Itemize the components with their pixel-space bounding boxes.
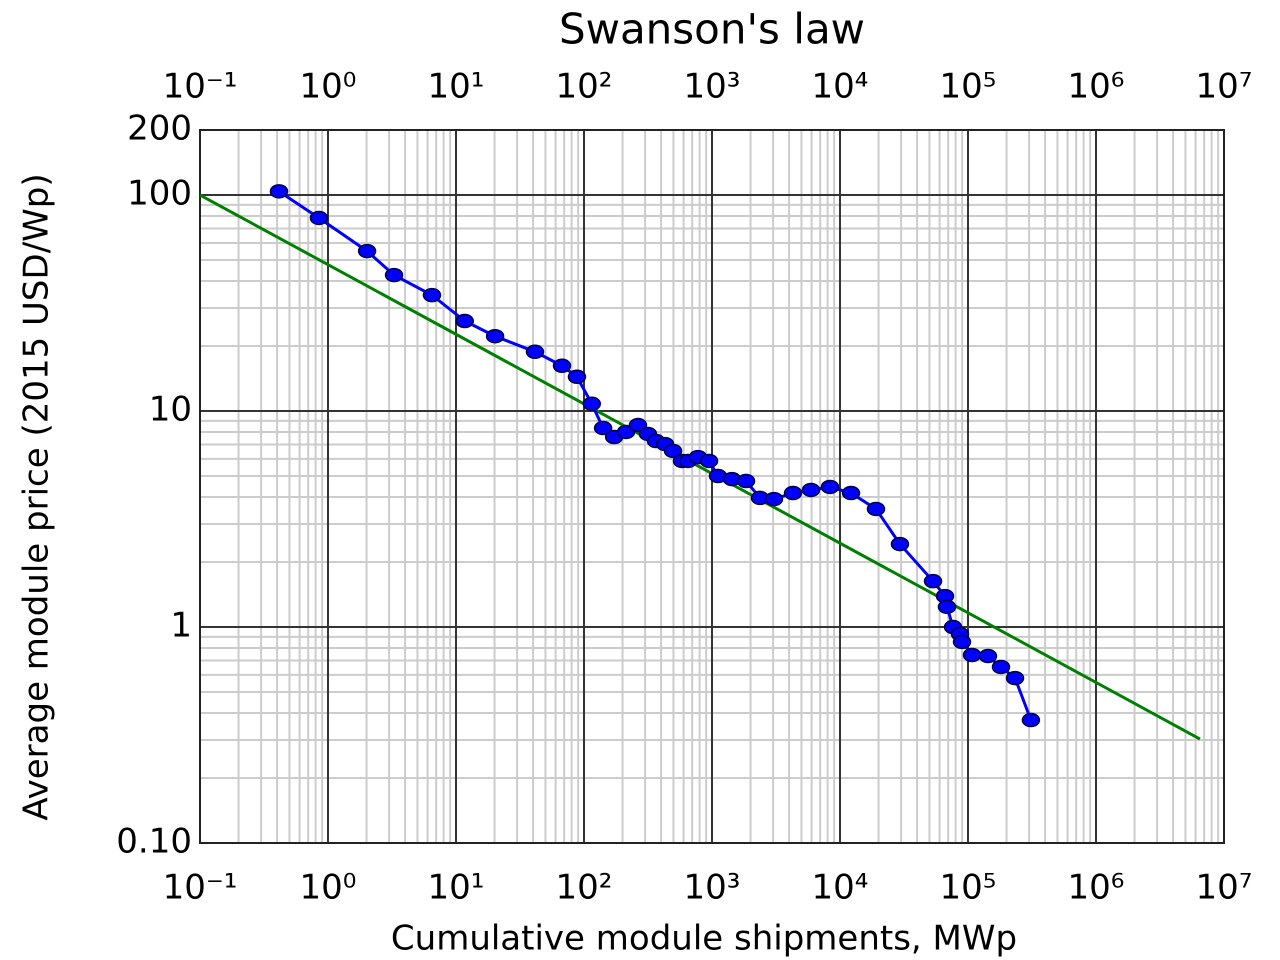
data-point bbox=[485, 328, 505, 344]
data-point bbox=[567, 369, 587, 385]
data-point bbox=[736, 473, 756, 489]
data-point bbox=[866, 501, 886, 517]
x-tick-label: 10⁷ bbox=[1196, 868, 1253, 908]
chart-title: Swanson's law bbox=[559, 5, 865, 54]
data-point bbox=[962, 647, 982, 663]
data-point bbox=[422, 287, 442, 303]
x-tick-label: 10² bbox=[556, 868, 613, 908]
data-point bbox=[552, 358, 572, 374]
y-axis-label: Average module price (2015 USD/Wp) bbox=[17, 173, 57, 820]
series-line bbox=[199, 193, 1201, 741]
data-point bbox=[309, 210, 329, 226]
data-point bbox=[699, 453, 719, 469]
x-top-tick-label: 10² bbox=[556, 67, 613, 107]
data-point bbox=[820, 479, 840, 495]
data-point bbox=[582, 396, 602, 412]
data-point bbox=[801, 482, 821, 498]
x-tick-label: 10³ bbox=[684, 868, 741, 908]
x-top-tick-label: 10⁴ bbox=[812, 67, 869, 107]
data-point bbox=[269, 184, 289, 199]
data-point bbox=[357, 243, 377, 259]
x-top-tick-label: 10⁻¹ bbox=[163, 67, 238, 107]
data-point bbox=[1021, 712, 1041, 728]
x-top-tick-label: 10⁰ bbox=[300, 67, 357, 107]
data-point bbox=[991, 659, 1011, 675]
data-point bbox=[783, 485, 803, 501]
data-point bbox=[525, 344, 545, 360]
y-tick-label: 0.10 bbox=[116, 822, 192, 862]
x-top-tick-label: 10¹ bbox=[428, 67, 485, 107]
data-point bbox=[952, 634, 972, 650]
data-point bbox=[663, 443, 683, 459]
x-tick-label: 10¹ bbox=[428, 868, 485, 908]
x-top-tick-label: 10⁵ bbox=[940, 67, 997, 107]
data-point bbox=[923, 573, 943, 589]
x-tick-label: 10⁻¹ bbox=[163, 868, 238, 908]
x-axis-label: Cumulative module shipments, MWp bbox=[391, 919, 1017, 959]
y-tick-label: 10 bbox=[149, 390, 192, 430]
y-tick-label: 100 bbox=[127, 174, 192, 214]
x-tick-label: 10⁰ bbox=[300, 868, 357, 908]
data-point bbox=[764, 491, 784, 507]
data-point bbox=[841, 485, 861, 501]
data-point bbox=[890, 536, 910, 552]
x-top-tick-label: 10⁶ bbox=[1068, 67, 1125, 107]
x-top-tick-label: 10⁷ bbox=[1196, 67, 1253, 107]
plot-frame bbox=[199, 129, 1225, 844]
data-point bbox=[455, 313, 474, 329]
data-point bbox=[1005, 670, 1025, 686]
y-tick-label: 1 bbox=[170, 606, 192, 646]
x-tick-label: 10⁵ bbox=[940, 868, 997, 908]
data-point bbox=[937, 599, 957, 615]
data-point bbox=[384, 267, 404, 283]
y-tick-label: 200 bbox=[127, 109, 192, 149]
x-tick-label: 10⁴ bbox=[812, 868, 869, 908]
data-point bbox=[978, 648, 998, 664]
x-top-tick-label: 10³ bbox=[684, 67, 741, 107]
x-tick-label: 10⁶ bbox=[1068, 868, 1125, 908]
data-point bbox=[593, 420, 613, 436]
